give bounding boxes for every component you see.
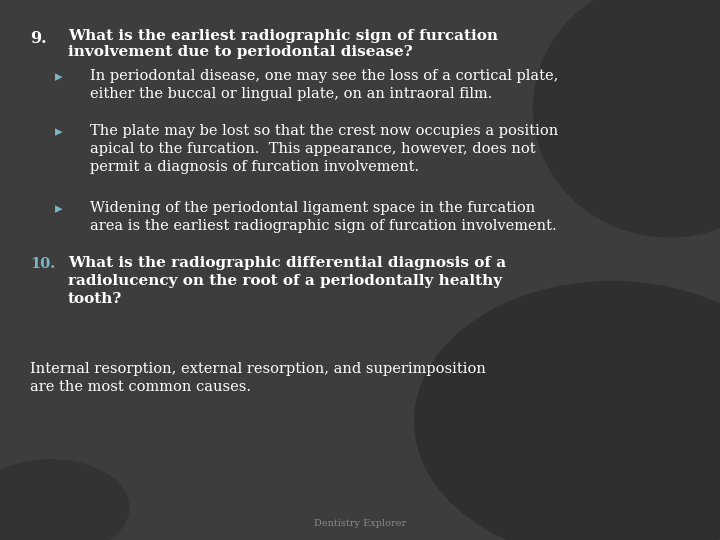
Ellipse shape xyxy=(414,281,720,540)
Text: What is the earliest radiographic sign of furcation: What is the earliest radiographic sign o… xyxy=(68,29,498,43)
Text: Internal resorption, external resorption, and superimposition
are the most commo: Internal resorption, external resorption… xyxy=(30,362,486,394)
Text: ▸: ▸ xyxy=(55,125,63,139)
Text: 9.: 9. xyxy=(30,30,47,47)
Text: ▸: ▸ xyxy=(55,202,63,216)
Text: The plate may be lost so that the crest now occupies a position
apical to the fu: The plate may be lost so that the crest … xyxy=(90,124,558,174)
Text: involvement due to periodontal disease?: involvement due to periodontal disease? xyxy=(68,45,413,59)
Ellipse shape xyxy=(533,0,720,238)
Ellipse shape xyxy=(0,459,130,540)
Text: In periodontal disease, one may see the loss of a cortical plate,
either the buc: In periodontal disease, one may see the … xyxy=(90,69,559,101)
Text: Dentistry Explorer: Dentistry Explorer xyxy=(314,519,406,528)
Text: Widening of the periodontal ligament space in the furcation
area is the earliest: Widening of the periodontal ligament spa… xyxy=(90,201,557,233)
Text: 10.: 10. xyxy=(30,257,55,271)
Text: What is the radiographic differential diagnosis of a
radiolucency on the root of: What is the radiographic differential di… xyxy=(68,256,506,306)
Text: ▸: ▸ xyxy=(55,70,63,84)
